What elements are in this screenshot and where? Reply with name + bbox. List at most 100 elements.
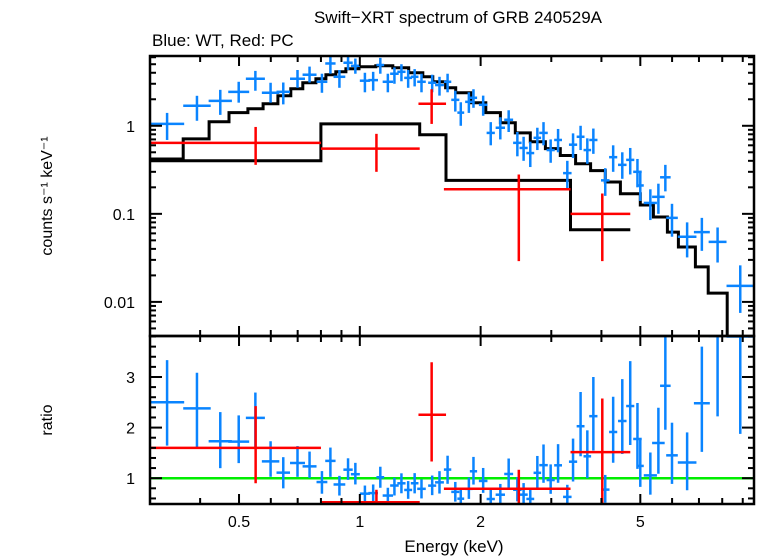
- wt-data-point: [302, 66, 317, 83]
- wt-data-point: [228, 81, 250, 103]
- wt-data-point: [636, 171, 644, 201]
- wt-ratio-point: [382, 487, 394, 504]
- ratio-y-tick-label: 3: [126, 370, 135, 387]
- wt-ratio-point: [350, 462, 360, 485]
- wt-data-point: [486, 122, 495, 146]
- pc-data-point: [443, 174, 571, 262]
- bottom-y-axis-label: ratio: [39, 404, 56, 435]
- wt-ratio-point: [652, 407, 665, 474]
- wt-ratio-point: [290, 446, 305, 477]
- wt-ratio-point: [451, 481, 460, 502]
- pc-ratio-point: [570, 398, 631, 504]
- pc-data-point: [570, 193, 631, 262]
- wt-ratio-point: [643, 452, 657, 495]
- wt-data-point: [660, 164, 671, 192]
- wt-ratio-point: [539, 444, 548, 483]
- wt-ratio-point: [302, 451, 317, 478]
- wt-ratio-point: [495, 483, 505, 504]
- wt-data-point: [410, 69, 419, 87]
- wt-data-point: [708, 227, 727, 263]
- wt-data-point: [693, 217, 710, 251]
- wt-data-point: [589, 128, 598, 154]
- wt-data-point: [652, 183, 665, 214]
- wt-data-point: [290, 69, 305, 88]
- wt-ratio-point: [376, 466, 385, 488]
- wt-ratio-point: [618, 379, 627, 454]
- wt-data-point: [325, 56, 336, 74]
- wt-data-point: [563, 160, 572, 190]
- ratio-panel-frame: [148, 334, 756, 506]
- wt-data-point: [677, 222, 697, 258]
- wt-data-point: [465, 92, 473, 113]
- wt-ratio-point: [693, 346, 710, 452]
- wt-data-point: [376, 57, 385, 74]
- wt-ratio-point: [636, 438, 644, 487]
- wt-data-point: [576, 125, 585, 151]
- wt-ratio-point: [469, 456, 478, 485]
- wt-data-point: [513, 131, 522, 157]
- wt-data-point: [368, 71, 379, 91]
- x-tick-label: 2: [476, 514, 485, 531]
- top-y-tick-label: 0.01: [104, 295, 135, 312]
- wt-ratio-point: [325, 447, 336, 477]
- wt-data-point: [495, 117, 505, 140]
- wt-data-point: [333, 69, 346, 88]
- wt-model-line: [150, 64, 754, 336]
- top-panel: [150, 56, 754, 336]
- wt-data-point: [435, 76, 444, 96]
- ratio-y-tick-label: 2: [126, 421, 135, 438]
- wt-ratio-point: [410, 473, 419, 494]
- wt-ratio-point: [533, 455, 542, 489]
- top-y-tick-label: 0.1: [113, 207, 135, 224]
- wt-data-point: [519, 136, 528, 161]
- wt-ratio-point: [397, 473, 406, 494]
- wt-ratio-point: [708, 336, 727, 417]
- wt-data-point: [626, 147, 635, 175]
- pc-data-point: [320, 133, 420, 172]
- x-tick-label: 1: [355, 514, 364, 531]
- wt-data-point: [609, 145, 618, 172]
- wt-ratio-point: [404, 481, 413, 499]
- wt-ratio-point: [726, 336, 754, 434]
- wt-ratio-point: [428, 475, 437, 496]
- wt-data-point: [316, 73, 328, 93]
- chart-subtitle: Blue: WT, Red: PC: [152, 31, 294, 50]
- pc-data-point: [418, 89, 447, 124]
- pc-ratio-point: [320, 489, 420, 504]
- ratio-panel: [150, 336, 754, 504]
- wt-ratio-point: [443, 455, 452, 484]
- pc-ratio-point: [443, 469, 571, 504]
- wt-ratio-point: [417, 479, 426, 499]
- wt-data-point: [554, 128, 562, 153]
- wt-data-point: [726, 265, 754, 313]
- wt-data-point: [390, 67, 399, 84]
- wt-data-point: [382, 73, 394, 93]
- wt-ratio-point: [343, 458, 353, 480]
- wt-data-point: [417, 73, 426, 93]
- wt-data-point: [546, 139, 555, 163]
- pc-ratio-point: [418, 362, 447, 462]
- wt-data-point: [568, 133, 578, 159]
- top-y-axis-label: counts s⁻¹ keV⁻¹: [39, 136, 56, 255]
- wt-data-point: [666, 203, 678, 237]
- wt-ratio-point: [457, 489, 465, 504]
- wt-data-point: [183, 95, 211, 121]
- wt-ratio-point: [435, 471, 444, 494]
- wt-ratio-point: [504, 458, 514, 489]
- axes: 0.5 1 2 5 1 0.1 0.01 1 2 3: [104, 54, 756, 531]
- wt-ratio-point: [666, 422, 678, 484]
- wt-ratio-point: [568, 438, 578, 482]
- wt-ratio-point: [359, 485, 370, 503]
- wt-data-point: [261, 82, 280, 103]
- wt-ratio-point: [589, 376, 598, 451]
- wt-ratio-point: [626, 361, 635, 445]
- wt-ratio-point: [526, 488, 535, 504]
- wt-data-point: [526, 141, 535, 168]
- wt-data-point: [457, 102, 465, 126]
- wt-data-point: [150, 112, 185, 140]
- wt-ratio-point: [208, 412, 232, 469]
- wt-ratio-point: [390, 477, 399, 496]
- wt-data-point: [350, 58, 360, 74]
- chart-title: Swift−XRT spectrum of GRB 240529A: [314, 8, 603, 27]
